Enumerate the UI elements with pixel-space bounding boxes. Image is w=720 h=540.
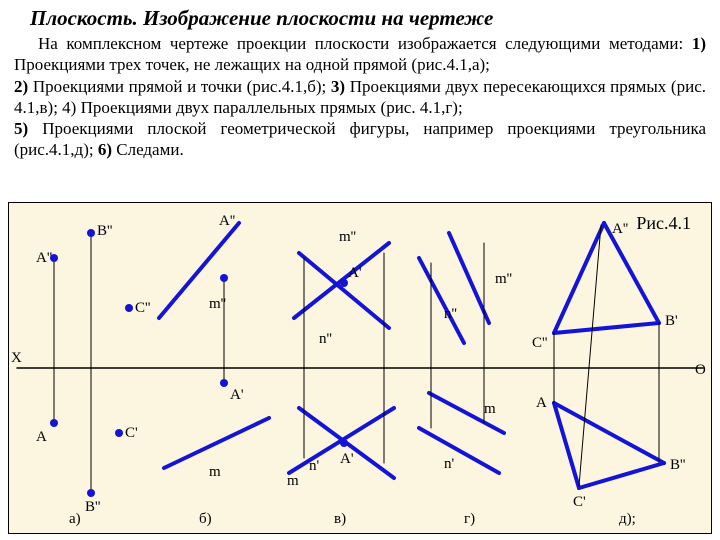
svg-text:A: A [536,395,547,411]
p-m2b: 2) [14,77,28,96]
p-m6: Следами. [112,140,184,159]
svg-text:m: m [287,473,299,489]
svg-text:m'': m'' [209,296,226,312]
svg-text:B'': B'' [85,499,101,515]
svg-text:n'': n'' [444,306,457,322]
svg-text:A': A' [348,265,362,281]
svg-text:n': n' [309,458,320,474]
p-m2: Проекциями прямой и точки (рис.4.1,б); [28,77,331,96]
svg-text:m'': m'' [495,271,512,287]
p-m3b: 3) [331,77,345,96]
svg-text:в): в) [334,511,346,527]
p-m1: Проекциями трех точек, не лежащих на одн… [14,55,490,74]
p-lead: На комплексном чертеже проекции плоскост… [38,34,692,53]
svg-text:m'': m'' [339,229,356,245]
svg-text:n': n' [444,456,455,472]
svg-text:C'': C'' [532,335,548,351]
svg-text:B': B' [665,313,678,329]
svg-text:X: X [11,350,22,366]
svg-text:A': A' [230,387,244,403]
figure-svg: X O A'' B'' C'' A B'' C' A'' m'' A' m m'' n'' A' m n' A' m… [9,203,711,531]
svg-text:C': C' [573,494,586,510]
svg-text:а): а) [69,511,81,527]
svg-text:C': C' [125,425,138,441]
svg-text:B'': B'' [97,223,113,239]
paragraph: На комплексном чертеже проекции плоскост… [0,33,720,161]
svg-text:n'': n'' [319,331,332,347]
svg-text:A: A [36,429,47,445]
figure-caption: Рис.4.1 [636,213,691,234]
svg-text:A'': A'' [36,250,53,266]
svg-text:A'': A'' [219,213,236,229]
p-m1b: 1) [692,34,706,53]
figure-panel: Рис.4.1 X O A'' B'' C'' A B'' C' A'' m'' A' m m'' n''… [8,202,712,534]
svg-text:B'': B'' [670,457,686,473]
svg-text:C'': C'' [135,300,151,316]
p-m6b: 6) [98,140,112,159]
svg-text:O: O [695,362,706,378]
svg-text:m: m [484,401,496,417]
svg-text:A'': A'' [612,221,629,237]
svg-text:д);: д); [619,511,636,527]
svg-text:A': A' [340,451,354,467]
svg-text:г): г) [464,511,475,527]
p-m5b: 5) [14,119,28,138]
page-title: Плоскость. Изображение плоскости на черт… [0,0,720,33]
svg-text:б): б) [199,511,212,527]
svg-text:m: m [209,464,221,480]
